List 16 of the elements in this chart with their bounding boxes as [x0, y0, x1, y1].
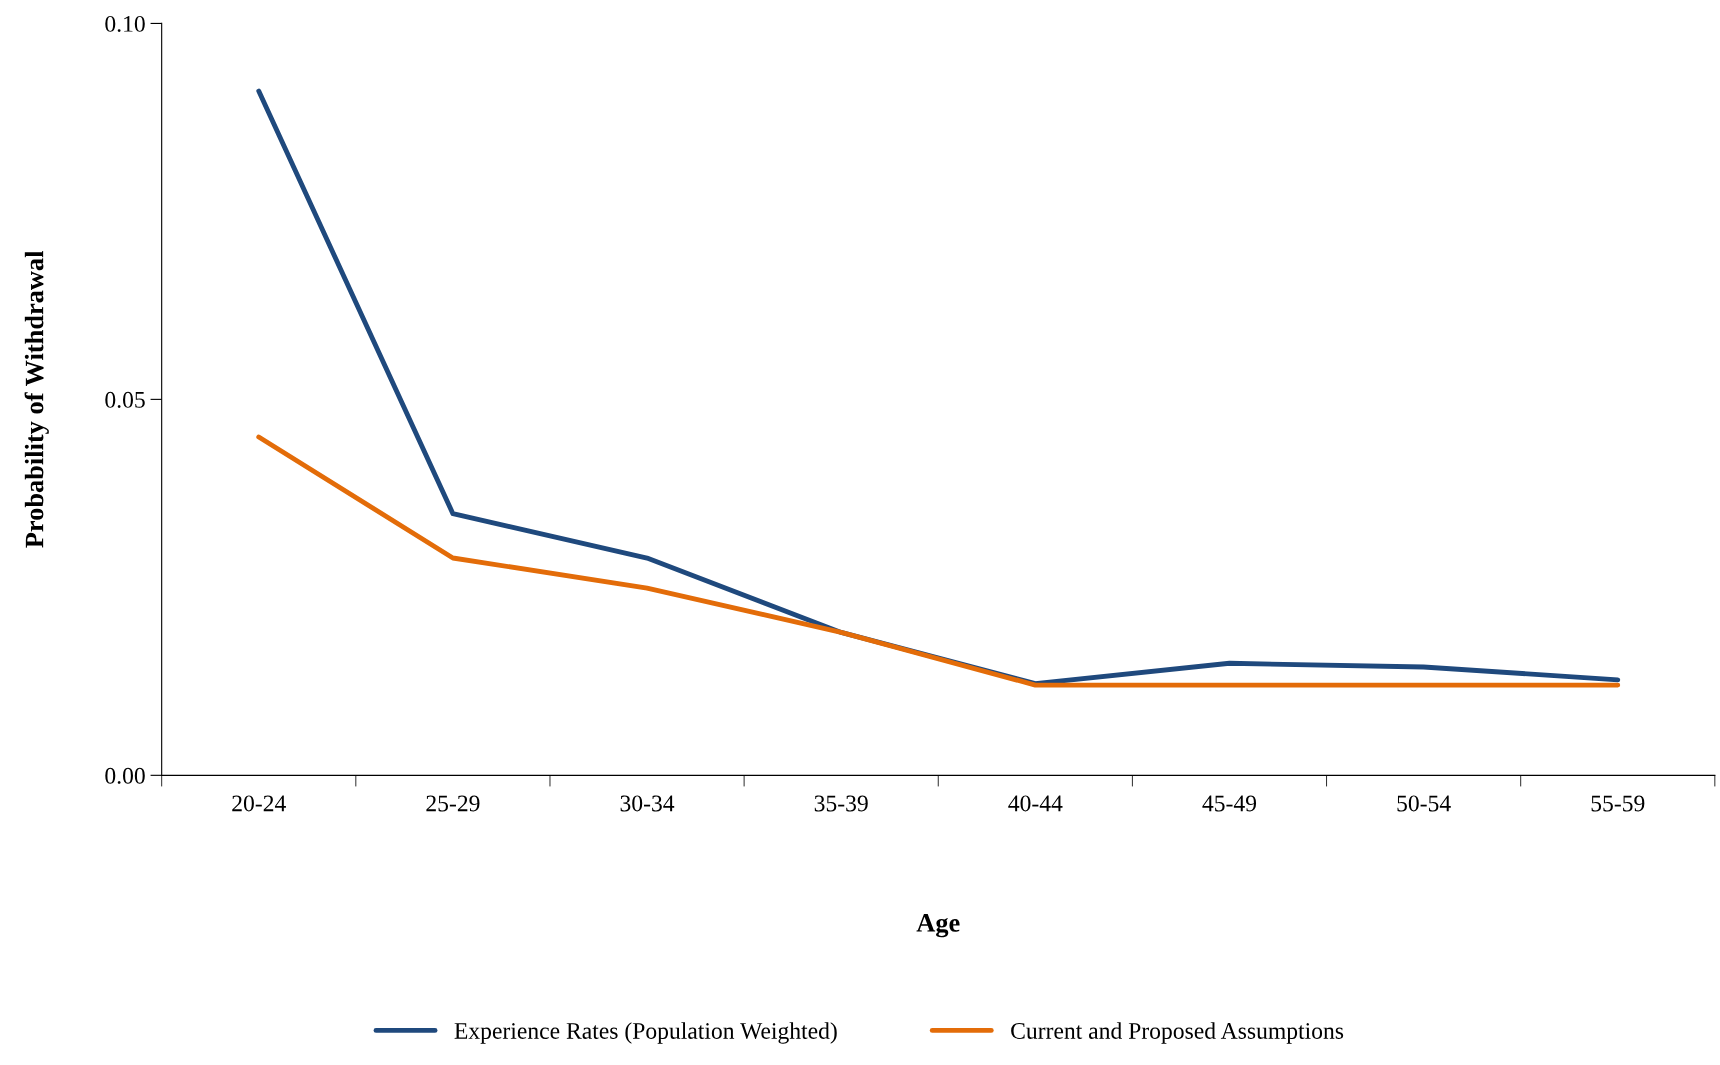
- x-tick-label: 55-59: [1591, 795, 1645, 812]
- line-series: [256, 434, 1621, 688]
- y-tick-label: 0.00: [105, 767, 145, 784]
- y-tick-label: 0.10: [105, 15, 145, 32]
- x-axis-title: Age: [916, 914, 960, 938]
- y-tick-label: 0.05: [105, 391, 145, 408]
- x-tick-label: 30-34: [620, 795, 675, 812]
- x-tick-label: 25-29: [426, 795, 480, 812]
- y-axis-title: Probability of Withdrawal: [24, 250, 49, 548]
- x-tick-label: 20-24: [232, 795, 286, 812]
- x-tick-label: 45-49: [1202, 795, 1257, 812]
- x-tick-label: 40-44: [1008, 795, 1063, 812]
- x-tick-label: 50-54: [1397, 795, 1451, 812]
- legend-label: Experience Rates (Population Weighted): [454, 1022, 837, 1044]
- x-tick-label: 35-39: [814, 795, 868, 812]
- legend-label: Current and Proposed Assumptions: [1011, 1022, 1344, 1044]
